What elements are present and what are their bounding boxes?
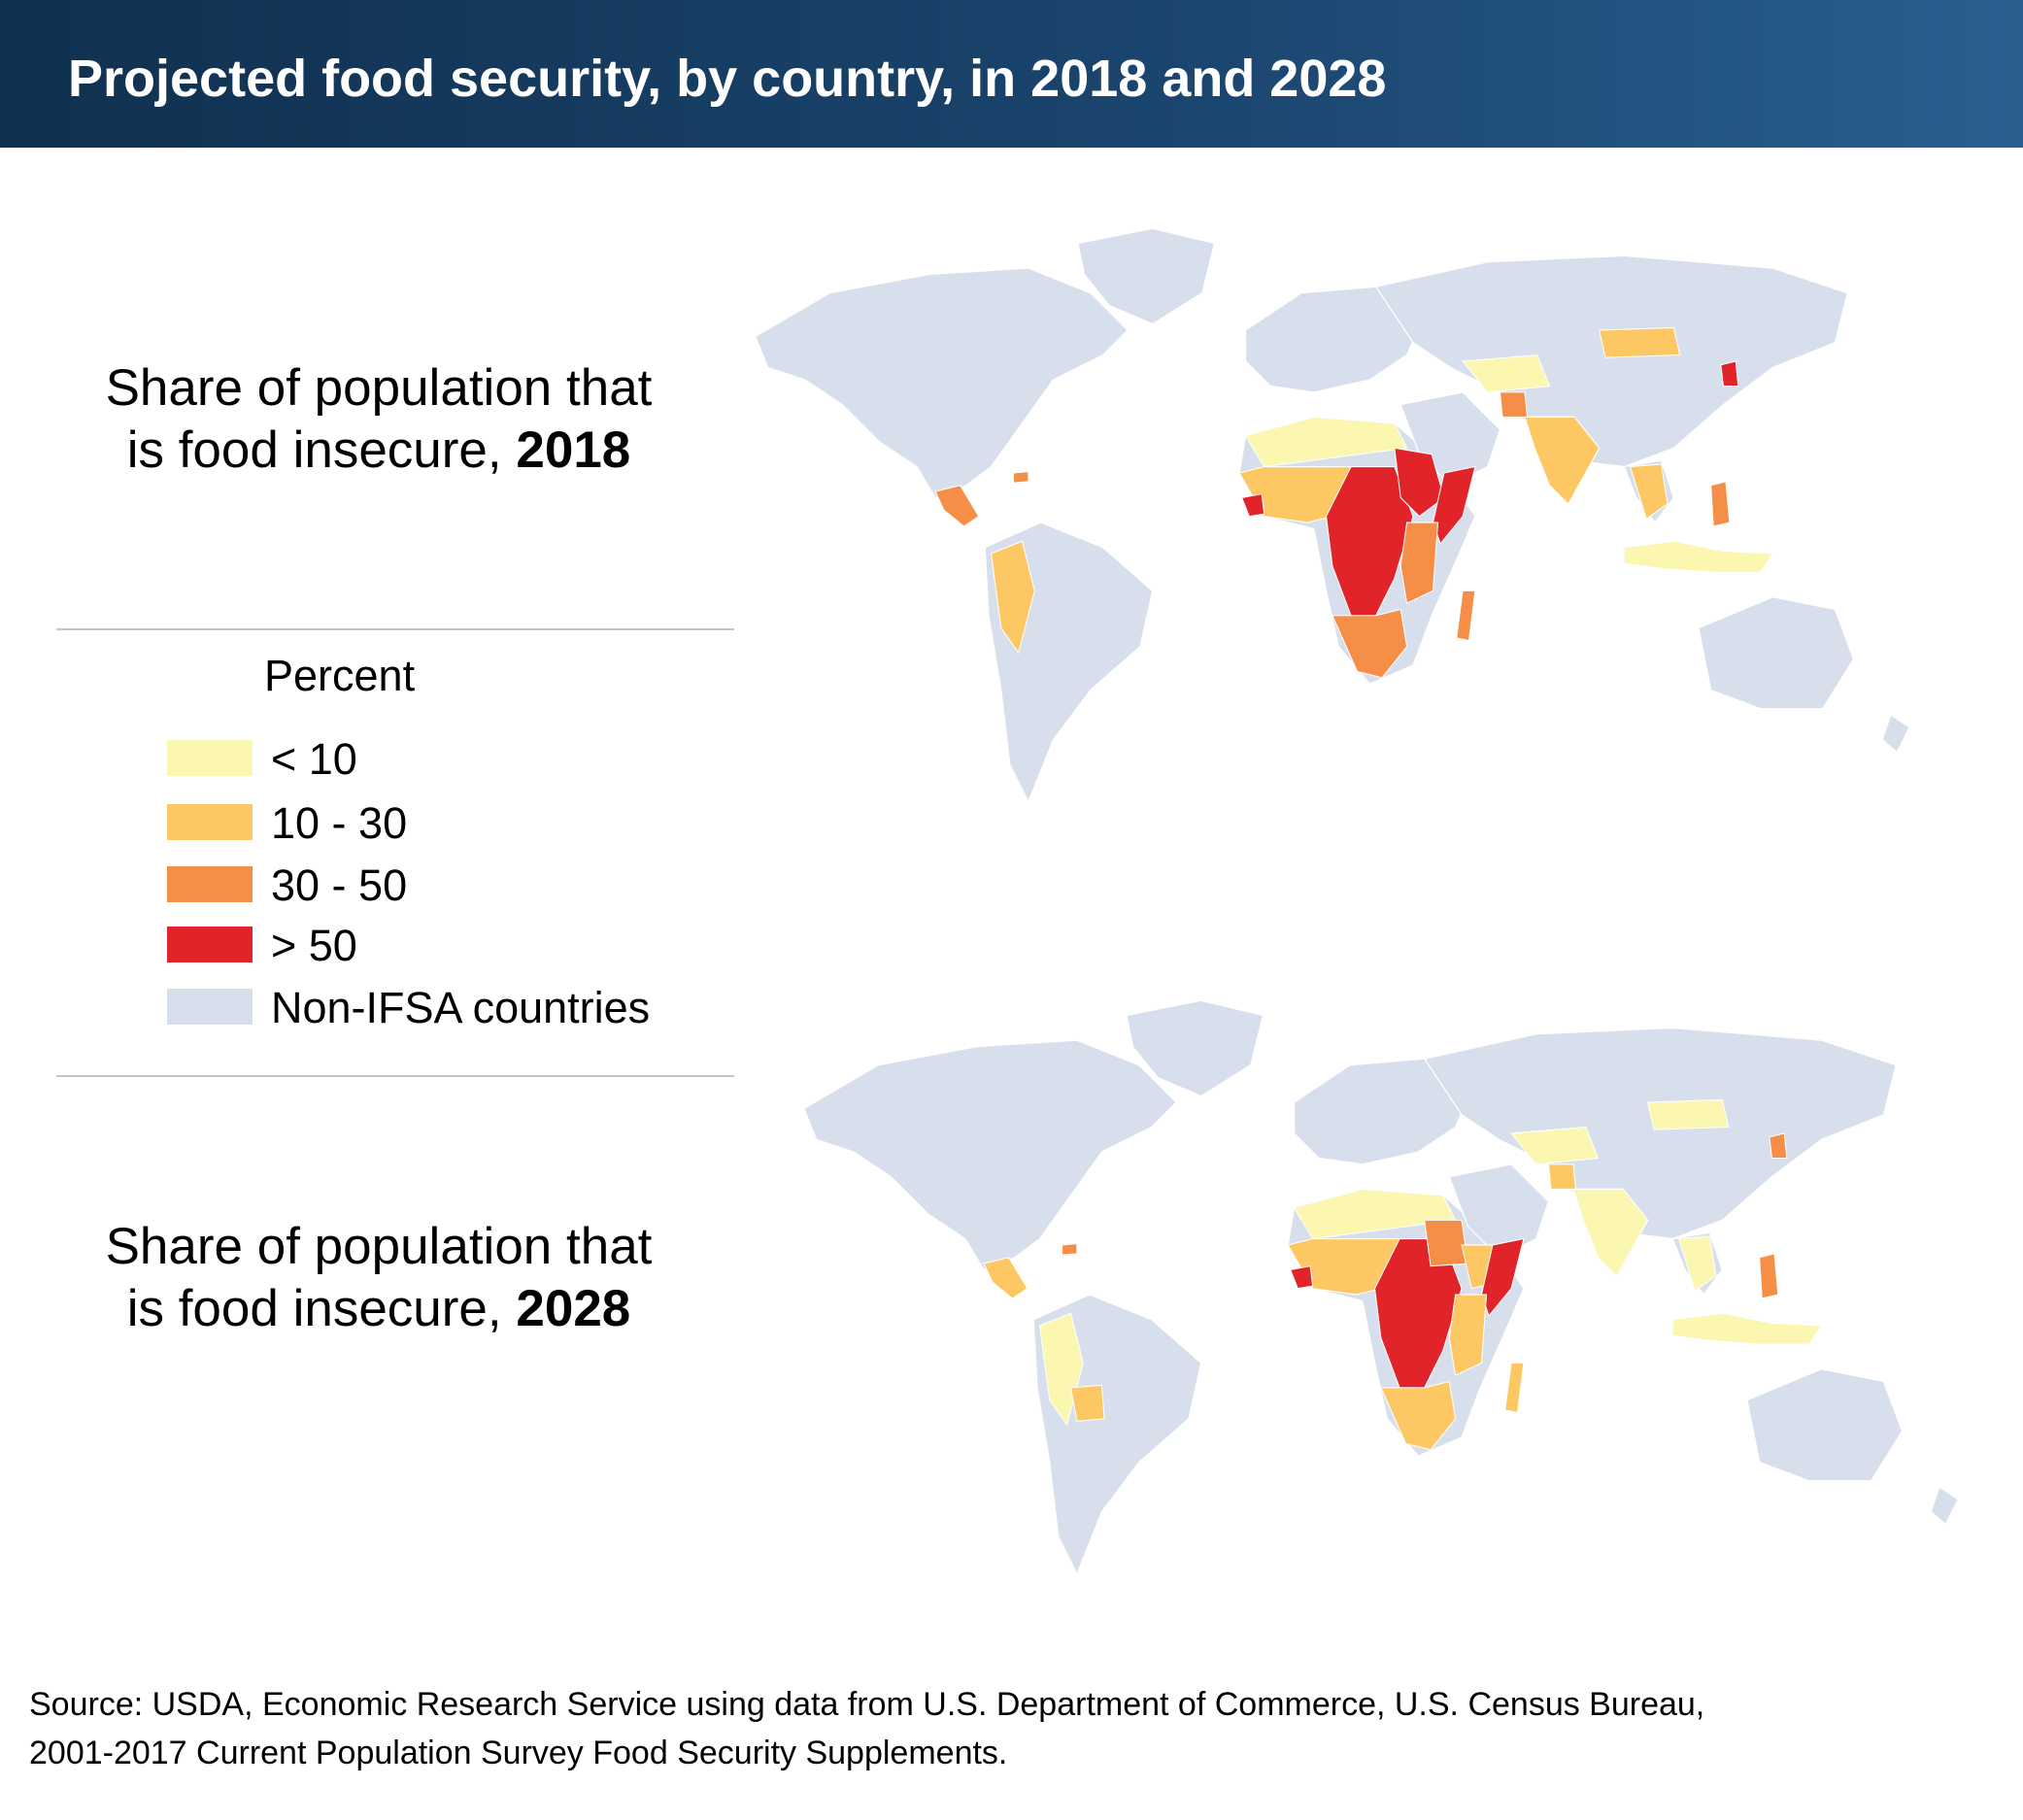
- legend-label: 10 - 30: [271, 798, 408, 848]
- region-central-asia: [1462, 354, 1551, 393]
- region-north-africa: [1293, 1188, 1457, 1240]
- region-philippines: [1710, 481, 1731, 527]
- region-central-asia: [1510, 1127, 1600, 1165]
- ifsa-regions: [934, 326, 1774, 679]
- region-sierra-leone-liberia: [1289, 1265, 1314, 1290]
- region-north-korea: [1720, 360, 1739, 388]
- legend-divider-bottom: [56, 1075, 734, 1077]
- region-philippines: [1759, 1253, 1779, 1299]
- region-kenya-tanzania: [1448, 1294, 1488, 1376]
- landmass-asia: [1423, 1027, 1897, 1240]
- landmass-europe: [1244, 286, 1427, 393]
- region-somalia: [1432, 465, 1476, 545]
- source-line-2: 2001-2017 Current Population Survey Food…: [29, 1735, 1008, 1771]
- legend-swatch: [167, 804, 253, 840]
- region-somalia: [1480, 1237, 1525, 1317]
- region-indonesia: [1623, 540, 1774, 573]
- world-map-2028: [802, 999, 1959, 1576]
- ifsa-regions: [983, 1098, 1823, 1451]
- panel-label-2018: Share of population that is food insecur…: [39, 357, 719, 482]
- region-indochina: [1677, 1235, 1717, 1293]
- legend-label: < 10: [271, 734, 357, 784]
- region-afghanistan: [1547, 1163, 1577, 1190]
- legend-label: Non-IFSA countries: [271, 983, 651, 1032]
- region-haiti: [1062, 1243, 1078, 1256]
- region-bolivia: [1069, 1384, 1105, 1422]
- source-line-1: Source: USDA, Economic Research Service …: [29, 1686, 1705, 1723]
- region-south-asia: [1572, 1188, 1649, 1277]
- region-southern-africa: [1332, 608, 1408, 679]
- region-north-africa: [1244, 416, 1408, 468]
- region-central-america: [983, 1257, 1028, 1299]
- landmass-new-zealand: [1881, 714, 1910, 754]
- region-mongolia: [1599, 326, 1681, 358]
- region-southern-africa: [1380, 1380, 1457, 1451]
- region-haiti: [1013, 471, 1029, 484]
- region-mongolia: [1647, 1098, 1730, 1130]
- landmass-middle-east: [1448, 1163, 1550, 1259]
- region-madagascar: [1504, 1362, 1525, 1414]
- legend-label: 30 - 50: [271, 860, 408, 910]
- legend-divider-top: [56, 628, 734, 630]
- landmasses: [754, 227, 1910, 804]
- legend-swatch: [167, 866, 253, 902]
- landmass-europe: [1293, 1058, 1475, 1165]
- world-map-2018: [754, 227, 1910, 804]
- panel-year: 2018: [516, 421, 631, 479]
- region-andean-south-america: [990, 540, 1035, 655]
- panel-label-line1: Share of population that: [105, 1218, 653, 1275]
- legend-swatch: [167, 927, 253, 962]
- source-note: Source: USDA, Economic Research Service …: [29, 1680, 1972, 1777]
- region-central-america: [934, 485, 980, 527]
- landmass-australia: [1746, 1368, 1904, 1482]
- panel-label-line2: is food insecure, 2018: [126, 421, 631, 479]
- landmass-north-america: [754, 267, 1130, 499]
- landmass-north-america: [802, 1039, 1178, 1271]
- landmass-greenland: [1077, 227, 1216, 325]
- panel-label-line2: is food insecure, 2028: [126, 1280, 631, 1337]
- landmass-new-zealand: [1930, 1486, 1959, 1526]
- header-banner: Projected food security, by country, in …: [0, 0, 2023, 148]
- region-afghanistan: [1499, 391, 1529, 418]
- landmass-australia: [1698, 596, 1855, 710]
- region-madagascar: [1456, 590, 1476, 642]
- region-east-africa-ethiopia-sudan-: [1394, 447, 1445, 518]
- region-south-asia: [1524, 416, 1601, 505]
- panel-label-line1: Share of population that: [105, 359, 653, 417]
- legend-label: > 50: [271, 921, 357, 970]
- chart-title: Projected food security, by country, in …: [68, 50, 1387, 108]
- region-indonesia: [1671, 1312, 1823, 1345]
- panel-year: 2028: [516, 1280, 631, 1337]
- landmass-greenland: [1126, 999, 1264, 1097]
- legend-swatch: [167, 989, 253, 1025]
- panel-label-2028: Share of population that is food insecur…: [39, 1216, 719, 1340]
- region-sudan: [1424, 1219, 1468, 1267]
- legend-swatch: [167, 740, 253, 776]
- region-north-korea: [1769, 1132, 1788, 1160]
- region-kenya-tanzania: [1399, 522, 1439, 604]
- region-sierra-leone-liberia: [1240, 493, 1265, 518]
- region-indochina: [1629, 463, 1669, 521]
- legend-title: Percent: [264, 651, 416, 700]
- landmass-asia: [1374, 254, 1848, 468]
